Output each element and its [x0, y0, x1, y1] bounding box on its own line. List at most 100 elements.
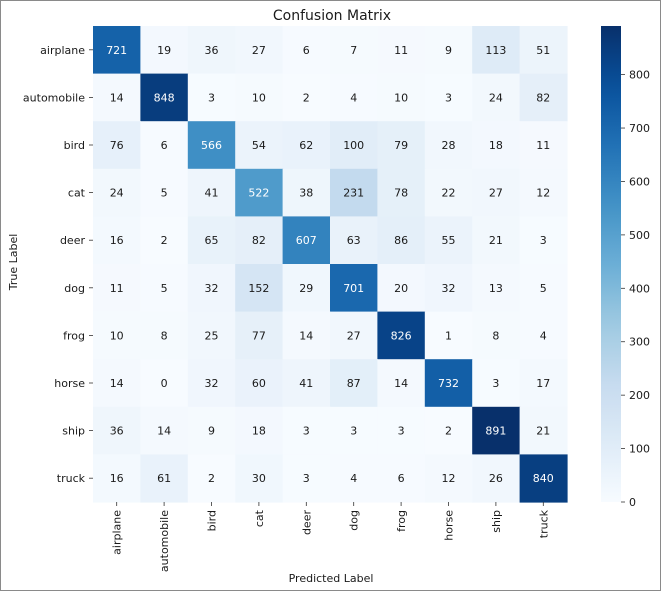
cell-value-label: 32	[442, 282, 456, 295]
cell-value-label: 32	[205, 282, 219, 295]
cell-value-label: 5	[161, 187, 168, 200]
heatmap-cell	[187, 264, 236, 313]
heatmap-cell	[472, 406, 521, 455]
heatmap-cell	[140, 264, 189, 313]
colorbar-tick-label: 500	[629, 229, 650, 242]
heatmap-cell	[235, 168, 284, 217]
heatmap-cell	[377, 73, 426, 122]
colorbar-tick-label: 800	[629, 69, 650, 82]
cell-value-label: 29	[299, 282, 313, 295]
cell-value-label: 826	[391, 329, 412, 342]
heatmap-cell	[424, 168, 473, 217]
colorbar-tick-label: 300	[629, 336, 650, 349]
heatmap-cell	[330, 454, 378, 503]
cell-value-label: 2	[303, 91, 310, 104]
y-tick-label: truck	[57, 472, 86, 485]
cell-value-label: 14	[110, 377, 124, 390]
cell-value-label: 3	[492, 377, 499, 390]
y-tick-label: airplane	[40, 44, 85, 57]
y-tick-label: dog	[64, 282, 85, 295]
heatmap-cell	[424, 454, 473, 503]
cell-value-label: 65	[205, 234, 219, 247]
heatmap-cell	[377, 216, 426, 265]
cell-value-label: 24	[489, 91, 503, 104]
colorbar-tick-label: 100	[629, 443, 650, 456]
cell-value-label: 82	[252, 234, 266, 247]
cell-value-label: 4	[540, 329, 547, 342]
colorbar-tick-label: 600	[629, 175, 650, 188]
cell-value-label: 82	[536, 91, 550, 104]
x-axis-ticks: airplane automobile bird cat deer dog frog hors…	[111, 502, 550, 572]
colorbar-tick-label: 700	[629, 122, 650, 135]
cell-value-label: 19	[157, 44, 171, 57]
cell-value-label: 3	[398, 425, 405, 438]
heatmap-cell	[330, 311, 378, 360]
cell-value-label: 100	[343, 139, 364, 152]
heatmap-cell	[472, 216, 521, 265]
cell-value-label: 3	[540, 234, 547, 247]
cell-value-label: 16	[110, 234, 124, 247]
cell-value-label: 63	[347, 234, 361, 247]
heatmap-cell	[519, 406, 568, 455]
cell-value-label: 12	[536, 187, 550, 200]
heatmap-cell	[424, 406, 473, 455]
heatmap-cell	[330, 26, 378, 75]
colorbar-tick-label: 400	[629, 282, 650, 295]
cell-value-label: 6	[303, 44, 310, 57]
cell-value-label: 3	[208, 91, 215, 104]
heatmap-cell	[235, 454, 284, 503]
heatmap-cell	[519, 454, 568, 503]
x-axis-label: Predicted Label	[289, 572, 374, 585]
heatmap-cell	[140, 311, 189, 360]
cell-value-label: 5	[540, 282, 547, 295]
cell-value-label: 16	[110, 472, 124, 485]
heatmap-cell	[519, 26, 568, 75]
heatmap-cell	[519, 359, 568, 408]
heatmap-cell	[187, 216, 236, 265]
cell-value-label: 17	[536, 377, 550, 390]
cell-value-label: 86	[394, 234, 408, 247]
heatmap-cell	[140, 168, 189, 217]
x-tick-label: deer	[300, 510, 313, 536]
heatmap-cell	[377, 454, 426, 503]
cell-value-label: 8	[161, 329, 168, 342]
heatmap-cells	[93, 26, 568, 503]
cell-value-label: 41	[205, 187, 219, 200]
heatmap-cell	[235, 73, 284, 122]
heatmap-cell	[519, 264, 568, 313]
cell-value-label: 27	[347, 329, 361, 342]
cell-value-label: 14	[394, 377, 408, 390]
heatmap-cell	[330, 359, 378, 408]
heatmap-cell	[472, 359, 521, 408]
cell-value-label: 3	[350, 425, 357, 438]
heatmap-cell	[187, 454, 236, 503]
heatmap-cell	[187, 73, 236, 122]
cell-value-label: 113	[485, 44, 506, 57]
y-tick-label: deer	[60, 234, 86, 247]
y-axis-ticks: airplane automobile bird cat deer dog frog hors…	[23, 44, 93, 485]
y-axis-label: True Label	[7, 234, 20, 292]
cell-value-label: 38	[299, 187, 313, 200]
cell-value-label: 27	[252, 44, 266, 57]
x-tick-label: cat	[253, 509, 266, 527]
heatmap-cell	[235, 26, 284, 75]
colorbar	[601, 26, 621, 502]
x-tick-label: ship	[490, 510, 503, 533]
heatmap-cell	[472, 454, 521, 503]
cell-value-label: 11	[536, 139, 550, 152]
cell-value-label: 9	[445, 44, 452, 57]
cell-value-label: 26	[489, 472, 503, 485]
x-tick-label: automobile	[158, 510, 171, 572]
cell-value-label: 62	[299, 139, 313, 152]
y-tick-label: frog	[63, 329, 85, 342]
heatmap-cell	[472, 264, 521, 313]
heatmap-cell	[187, 406, 236, 455]
heatmap-cell	[330, 73, 378, 122]
cell-value-label: 2	[208, 472, 215, 485]
cell-value-label: 11	[394, 44, 408, 57]
cell-value-label: 41	[299, 377, 313, 390]
cell-value-label: 2	[161, 234, 168, 247]
heatmap-cell	[519, 216, 568, 265]
cell-value-label: 5	[161, 282, 168, 295]
